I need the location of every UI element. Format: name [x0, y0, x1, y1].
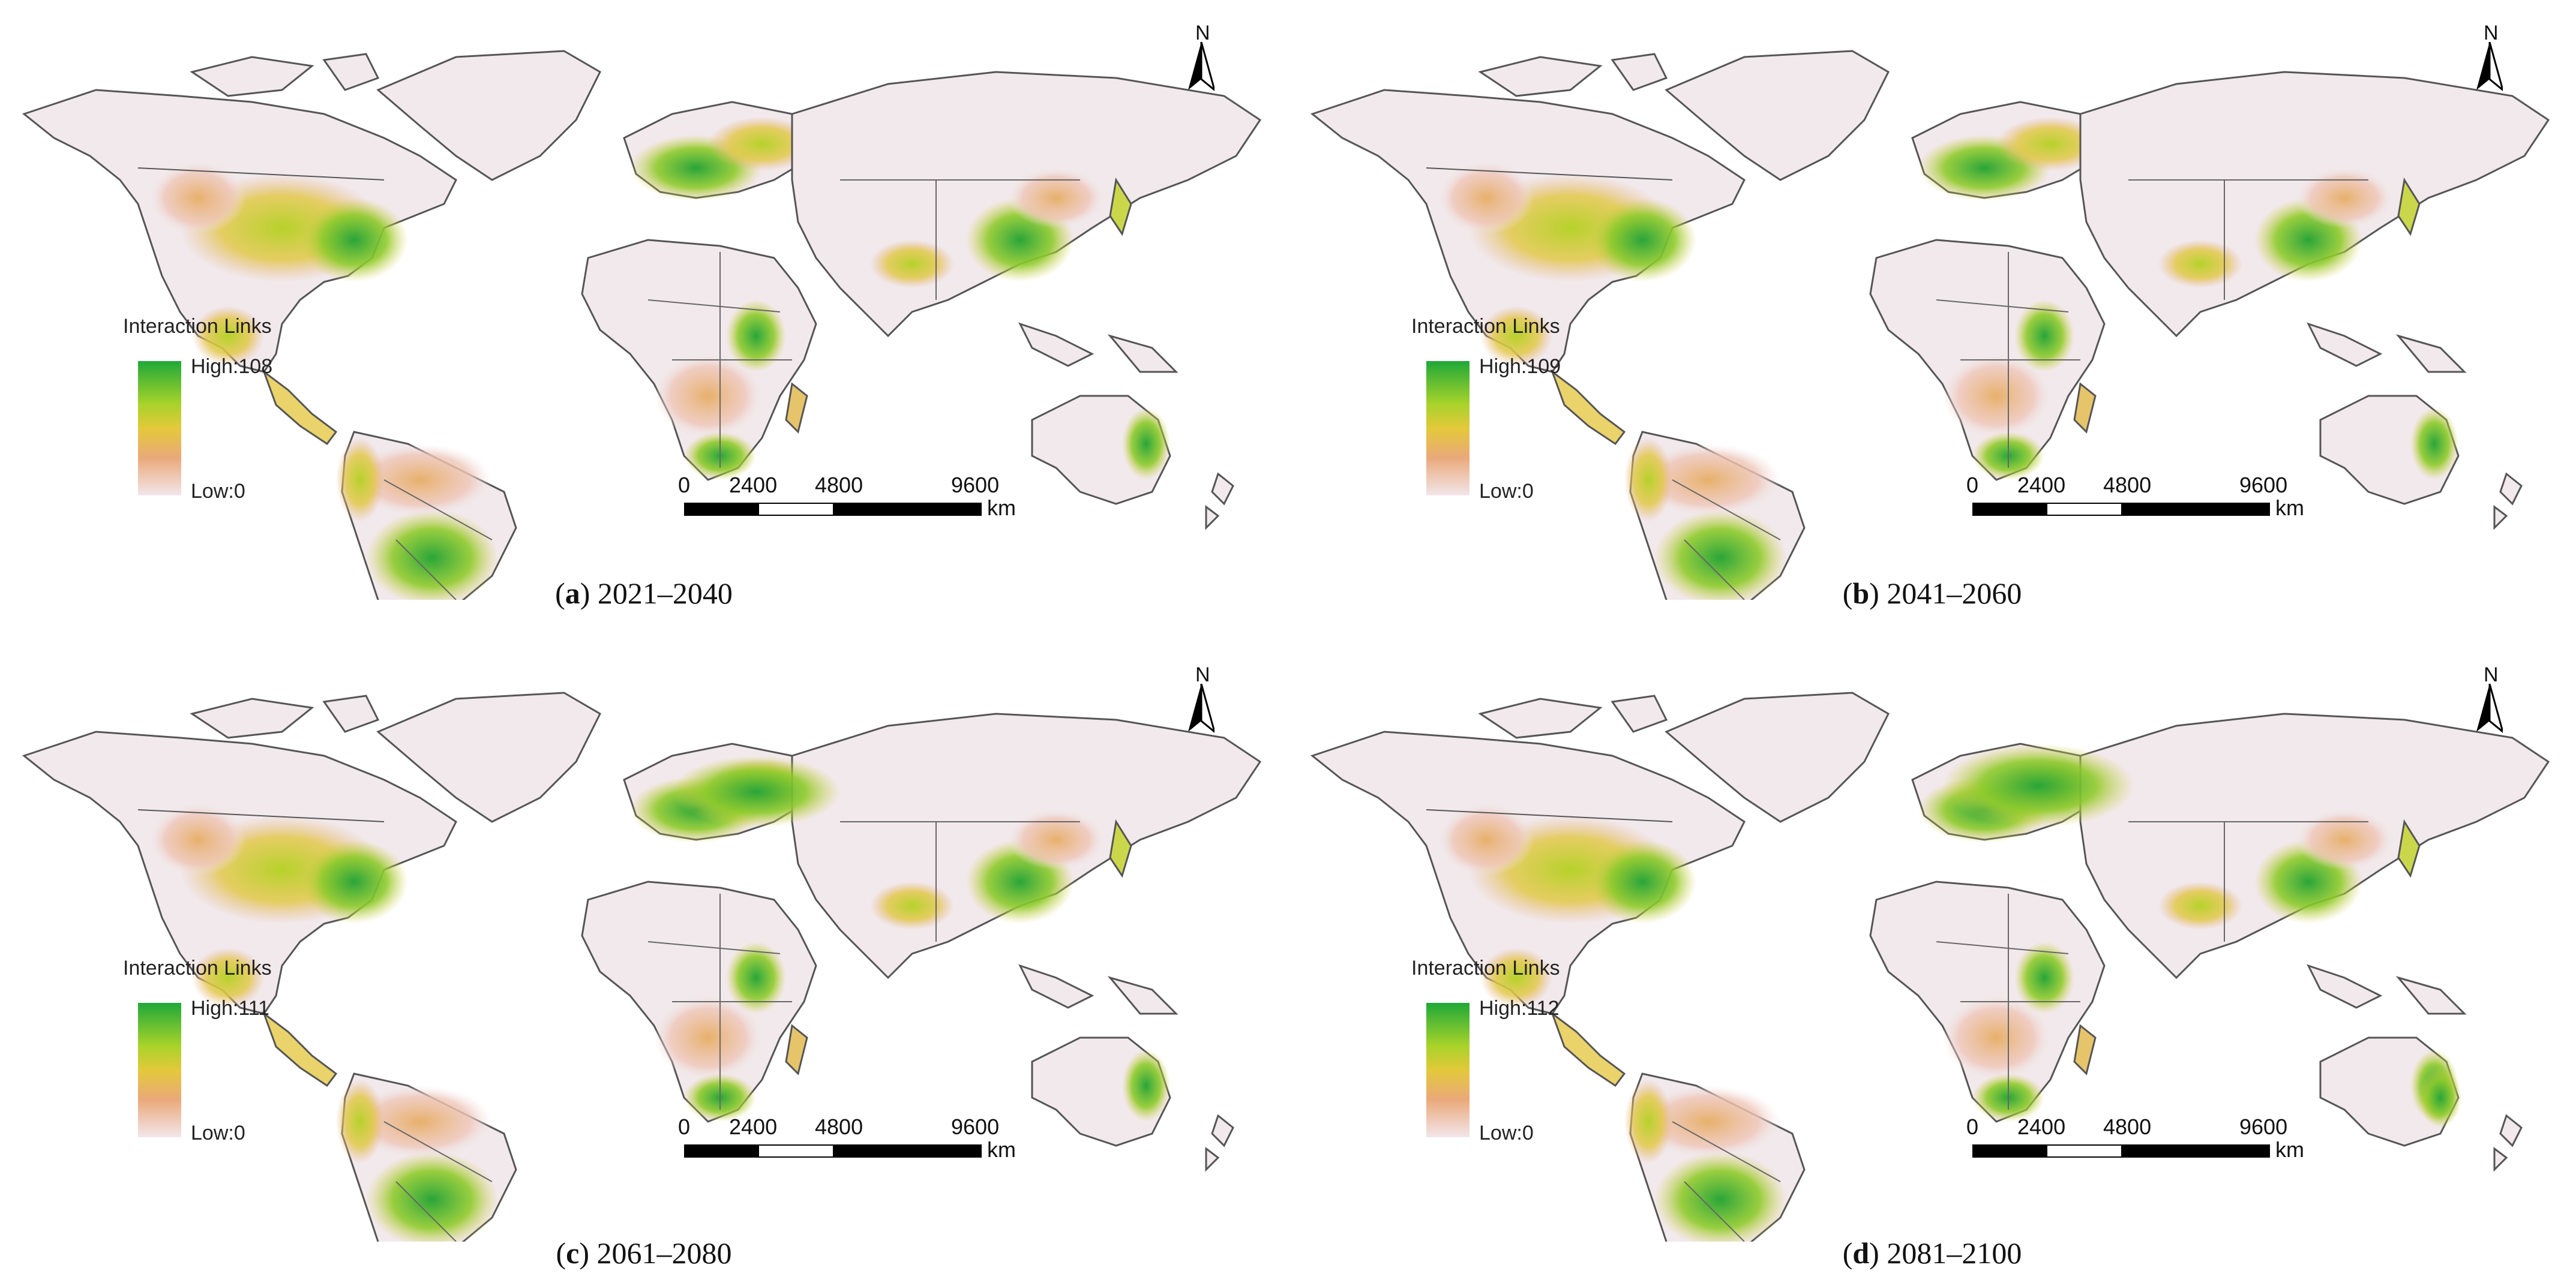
legend-color-ramp — [1426, 361, 1470, 495]
scale-tick-9600: 9600 — [951, 473, 1000, 497]
scale-tick-0: 0 — [678, 473, 691, 497]
scale-bar — [1972, 1144, 2270, 1158]
scale-tick-2400: 2400 — [2017, 473, 2066, 497]
north-label: N — [1195, 663, 1210, 686]
legend-high-label: High:109 — [1479, 355, 1561, 378]
legend-low-label: Low:0 — [1479, 1122, 1534, 1144]
caption-period: 2041–2060 — [1887, 576, 2022, 610]
caption-letter: a — [565, 576, 580, 610]
map-panel-a: Interaction Links High:108 Low:0 0 2400 … — [0, 0, 1288, 641]
scale-tick-0: 0 — [678, 1114, 691, 1139]
scale-tick-9600: 9600 — [951, 1114, 1000, 1139]
world-map-c — [23, 692, 1261, 1242]
legend-high-label: High:111 — [191, 997, 270, 1020]
map-panel-c: Interaction Links High:111 Low:0 0 2400 … — [0, 642, 1288, 1283]
north-label: N — [2484, 22, 2499, 44]
world-map-a — [23, 50, 1261, 600]
legend-low-label: Low:0 — [1479, 480, 1534, 503]
scale-bar — [684, 1144, 982, 1158]
panel-caption-d: (d) 2081–2100 — [1842, 1236, 2022, 1270]
scale-tick-2400: 2400 — [729, 1114, 778, 1139]
world-map-b — [1311, 50, 2550, 600]
north-arrow-icon — [2476, 42, 2503, 91]
scale-bar — [1972, 503, 2270, 516]
north-arrow-icon — [1188, 42, 1214, 91]
scale-tick-2400: 2400 — [729, 473, 778, 497]
caption-period: 2081–2100 — [1887, 1236, 2022, 1270]
legend-color-ramp — [1426, 1003, 1470, 1137]
legend-title: Interaction Links — [1411, 315, 1560, 338]
scale-tick-2400: 2400 — [2017, 1114, 2066, 1139]
legend-low-label: Low:0 — [191, 1122, 245, 1144]
scale-tick-9600: 9600 — [2239, 1114, 2288, 1139]
panel-caption-b: (b) 2041–2060 — [1842, 576, 2022, 610]
scale-tick-9600: 9600 — [2239, 473, 2288, 497]
legend-color-ramp — [138, 1003, 181, 1137]
scale-tick-0: 0 — [1966, 1114, 1979, 1139]
scale-tick-4800: 4800 — [815, 473, 863, 497]
scale-unit: km — [987, 495, 1016, 520]
map-panel-b: Interaction Links High:109 Low:0 0 2400 … — [1288, 0, 2576, 641]
map-panel-d: Interaction Links High:112 Low:0 0 2400 … — [1288, 642, 2576, 1283]
caption-letter: b — [1852, 576, 1870, 610]
caption-letter: d — [1852, 1236, 1870, 1270]
caption-period: 2061–2080 — [596, 1236, 732, 1270]
legend-title: Interaction Links — [1411, 957, 1560, 979]
north-arrow-icon — [2476, 684, 2503, 733]
legend-color-ramp — [138, 361, 181, 495]
panel-caption-a: (a) 2021–2040 — [555, 576, 733, 610]
legend-title: Interaction Links — [123, 315, 272, 338]
scale-unit: km — [2275, 495, 2304, 520]
scale-tick-0: 0 — [1966, 473, 1979, 497]
scale-unit: km — [2275, 1137, 2304, 1162]
legend-title: Interaction Links — [123, 957, 272, 979]
scale-tick-4800: 4800 — [2103, 1114, 2152, 1139]
north-arrow-icon — [1188, 684, 1214, 733]
panel-caption-c: (c) 2061–2080 — [556, 1236, 732, 1270]
world-map-d — [1311, 692, 2550, 1242]
legend-high-label: High:112 — [1479, 997, 1560, 1020]
north-label: N — [2484, 663, 2499, 686]
legend-low-label: Low:0 — [191, 480, 245, 503]
legend-high-label: High:108 — [191, 355, 273, 378]
scale-unit: km — [987, 1137, 1016, 1162]
north-label: N — [1195, 22, 1210, 44]
scale-tick-4800: 4800 — [815, 1114, 863, 1139]
caption-letter: c — [566, 1236, 580, 1270]
scale-tick-4800: 4800 — [2103, 473, 2152, 497]
scale-bar — [684, 503, 982, 516]
caption-period: 2021–2040 — [597, 576, 733, 610]
